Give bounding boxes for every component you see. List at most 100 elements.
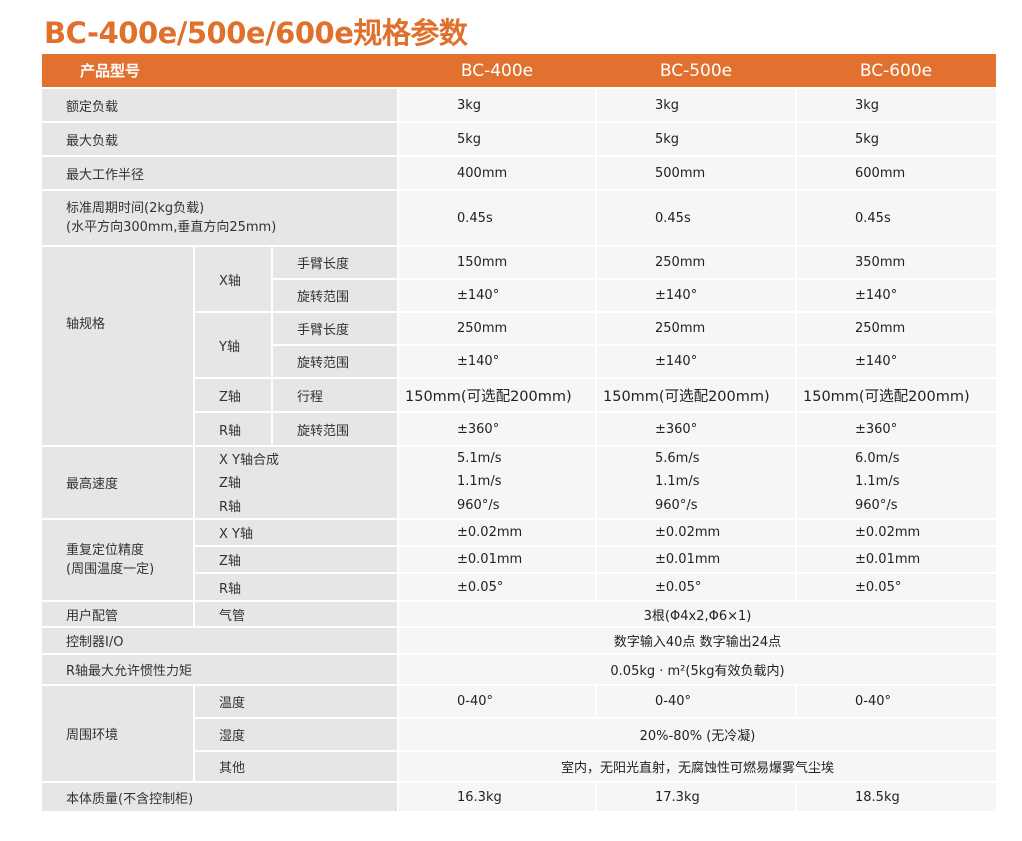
axis-label: R轴 xyxy=(194,412,273,447)
table-row: Z轴 1.1m/s 1.1m/s 1.1m/s xyxy=(42,470,996,493)
axis-label: Z轴 xyxy=(194,378,273,413)
table-header-row: 产品型号 BC-400e BC-500e BC-600e xyxy=(42,54,996,89)
table-row: 最大工作半径 400mm 500mm 600mm xyxy=(42,156,996,191)
table-row: 湿度 20%-80% (无冷凝) xyxy=(42,718,996,752)
cell-value: ±0.05° xyxy=(796,573,996,602)
sub-label: 旋转范围 xyxy=(272,345,399,379)
cell-value: ±140° xyxy=(796,345,996,379)
table-row: R轴 960°/s 960°/s 960°/s xyxy=(42,493,996,520)
cell-value: 0-40° xyxy=(398,685,597,719)
cell-value: ±360° xyxy=(796,412,996,447)
table-row: R轴 旋转范围 ±360° ±360° ±360° xyxy=(42,412,996,447)
table-row: 控制器I/O 数字输入40点 数字输出24点 xyxy=(42,627,996,655)
row-label-line: 重复定位精度 xyxy=(66,543,145,558)
table-row: R轴最大允许惯性力矩 0.05kg · m²(5kg有效负载内) xyxy=(42,654,996,686)
cell-value: ±140° xyxy=(596,345,797,379)
row-label: 用户配管 xyxy=(42,601,195,628)
cell-value: ±360° xyxy=(596,412,797,447)
table-row: Z轴 ±0.01mm ±0.01mm ±0.01mm xyxy=(42,546,996,574)
row-label-line: (水平方向300mm,垂直方向25mm) xyxy=(66,220,277,235)
cell-value: 1.1m/s xyxy=(596,470,797,493)
sub-label: 行程 xyxy=(272,378,399,413)
cell-value: ±140° xyxy=(596,279,797,313)
sub-label: R轴 xyxy=(194,493,399,520)
page-title: BC-400e/500e/600e规格参数 xyxy=(44,16,468,50)
cell-value: 16.3kg xyxy=(398,782,597,813)
cell-value: 20%-80% (无冷凝) xyxy=(398,718,996,752)
table-row: 用户配管 气管 3根(Φ4x2,Φ6×1) xyxy=(42,601,996,628)
row-label: 额定负载 xyxy=(42,88,399,123)
cell-value: 400mm xyxy=(398,156,597,191)
cell-value: 3kg xyxy=(398,88,597,123)
model-400e-header: BC-400e xyxy=(398,54,596,89)
row-label: 周围环境 xyxy=(42,685,195,783)
cell-value: 150mm(可选配200mm) xyxy=(796,378,996,413)
cell-value: 3kg xyxy=(796,88,996,123)
cell-value: 0.45s xyxy=(398,190,597,247)
cell-value: ±0.01mm xyxy=(398,546,597,574)
cell-value: 0.45s xyxy=(596,190,797,247)
cell-value: 3根(Φ4x2,Φ6×1) xyxy=(398,601,996,628)
cell-value: 5.6m/s xyxy=(596,446,797,470)
cell-value: 960°/s xyxy=(596,493,797,520)
axis-label: Y轴 xyxy=(194,312,273,379)
cell-value: 5.1m/s xyxy=(398,446,597,470)
cell-value: ±0.01mm xyxy=(596,546,797,574)
cell-value: ±140° xyxy=(398,279,597,313)
cell-value: 0-40° xyxy=(796,685,996,719)
sub-label: 手臂长度 xyxy=(272,312,399,346)
sub-label: 其他 xyxy=(194,751,399,783)
cell-value: 960°/s xyxy=(398,493,597,520)
model-500e-header: BC-500e xyxy=(596,54,796,89)
cell-value: 室内，无阳光直射，无腐蚀性可燃易爆雾气尘埃 xyxy=(398,751,996,783)
cell-value: 1.1m/s xyxy=(398,470,597,493)
table-row: 旋转范围 ±140° ±140° ±140° xyxy=(42,279,996,313)
table-row: R轴 ±0.05° ±0.05° ±0.05° xyxy=(42,573,996,602)
row-label: 控制器I/O xyxy=(42,627,399,655)
cell-value: 250mm xyxy=(796,312,996,346)
cell-value: ±0.05° xyxy=(398,573,597,602)
row-label: 最大负载 xyxy=(42,122,399,157)
sub-label: X Y轴 xyxy=(194,519,399,547)
sub-label: 湿度 xyxy=(194,718,399,752)
cell-value: 250mm xyxy=(596,246,797,280)
sub-label: Z轴 xyxy=(194,546,399,574)
table-row: 最大负载 5kg 5kg 5kg xyxy=(42,122,996,157)
cell-value: 5kg xyxy=(398,122,597,157)
row-label: 最大工作半径 xyxy=(42,156,399,191)
cell-value: 17.3kg xyxy=(596,782,797,813)
cell-value: 0.05kg · m²(5kg有效负载内) xyxy=(398,654,996,686)
spec-table: 产品型号 BC-400e BC-500e BC-600e 额定负载 3kg 3k… xyxy=(42,54,996,813)
model-600e-header: BC-600e xyxy=(796,54,996,89)
cell-value: 250mm xyxy=(398,312,597,346)
table-row: 周围环境 温度 0-40° 0-40° 0-40° xyxy=(42,685,996,783)
cell-value: 600mm xyxy=(796,156,996,191)
sub-label: Z轴 xyxy=(194,470,399,493)
cell-value: 350mm xyxy=(796,246,996,280)
table-row: 重复定位精度 (周围温度一定) X Y轴 ±0.02mm ±0.02mm ±0.… xyxy=(42,519,996,602)
cell-value: 250mm xyxy=(596,312,797,346)
sub-label: X Y轴合成 xyxy=(194,446,399,470)
cell-value: 960°/s xyxy=(796,493,996,520)
cell-value: 500mm xyxy=(596,156,797,191)
sub-label: 气管 xyxy=(194,601,399,628)
cell-value: ±0.02mm xyxy=(796,519,996,547)
cell-value: ±0.01mm xyxy=(796,546,996,574)
cell-value: 3kg xyxy=(596,88,797,123)
row-label: 重复定位精度 (周围温度一定) xyxy=(42,519,195,602)
table-row: 本体质量(不含控制柜) 16.3kg 17.3kg 18.5kg xyxy=(42,782,996,813)
sub-label: 手臂长度 xyxy=(272,246,399,280)
cell-value: ±0.05° xyxy=(596,573,797,602)
cell-value: 5kg xyxy=(796,122,996,157)
table-row: 最高速度 X Y轴合成 5.1m/s 5.6m/s 6.0m/s xyxy=(42,446,996,520)
row-label-line: (周围温度一定) xyxy=(66,562,155,577)
cell-value: 18.5kg xyxy=(796,782,996,813)
row-label: 轴规格 xyxy=(42,246,195,447)
row-label: 标准周期时间(2kg负载) (水平方向300mm,垂直方向25mm) xyxy=(42,190,399,247)
row-label: 本体质量(不含控制柜) xyxy=(42,782,399,813)
sub-label: R轴 xyxy=(194,573,399,602)
cell-value: 150mm(可选配200mm) xyxy=(596,378,797,413)
cell-value: ±360° xyxy=(398,412,597,447)
row-label: R轴最大允许惯性力矩 xyxy=(42,654,399,686)
sub-label: 旋转范围 xyxy=(272,279,399,313)
